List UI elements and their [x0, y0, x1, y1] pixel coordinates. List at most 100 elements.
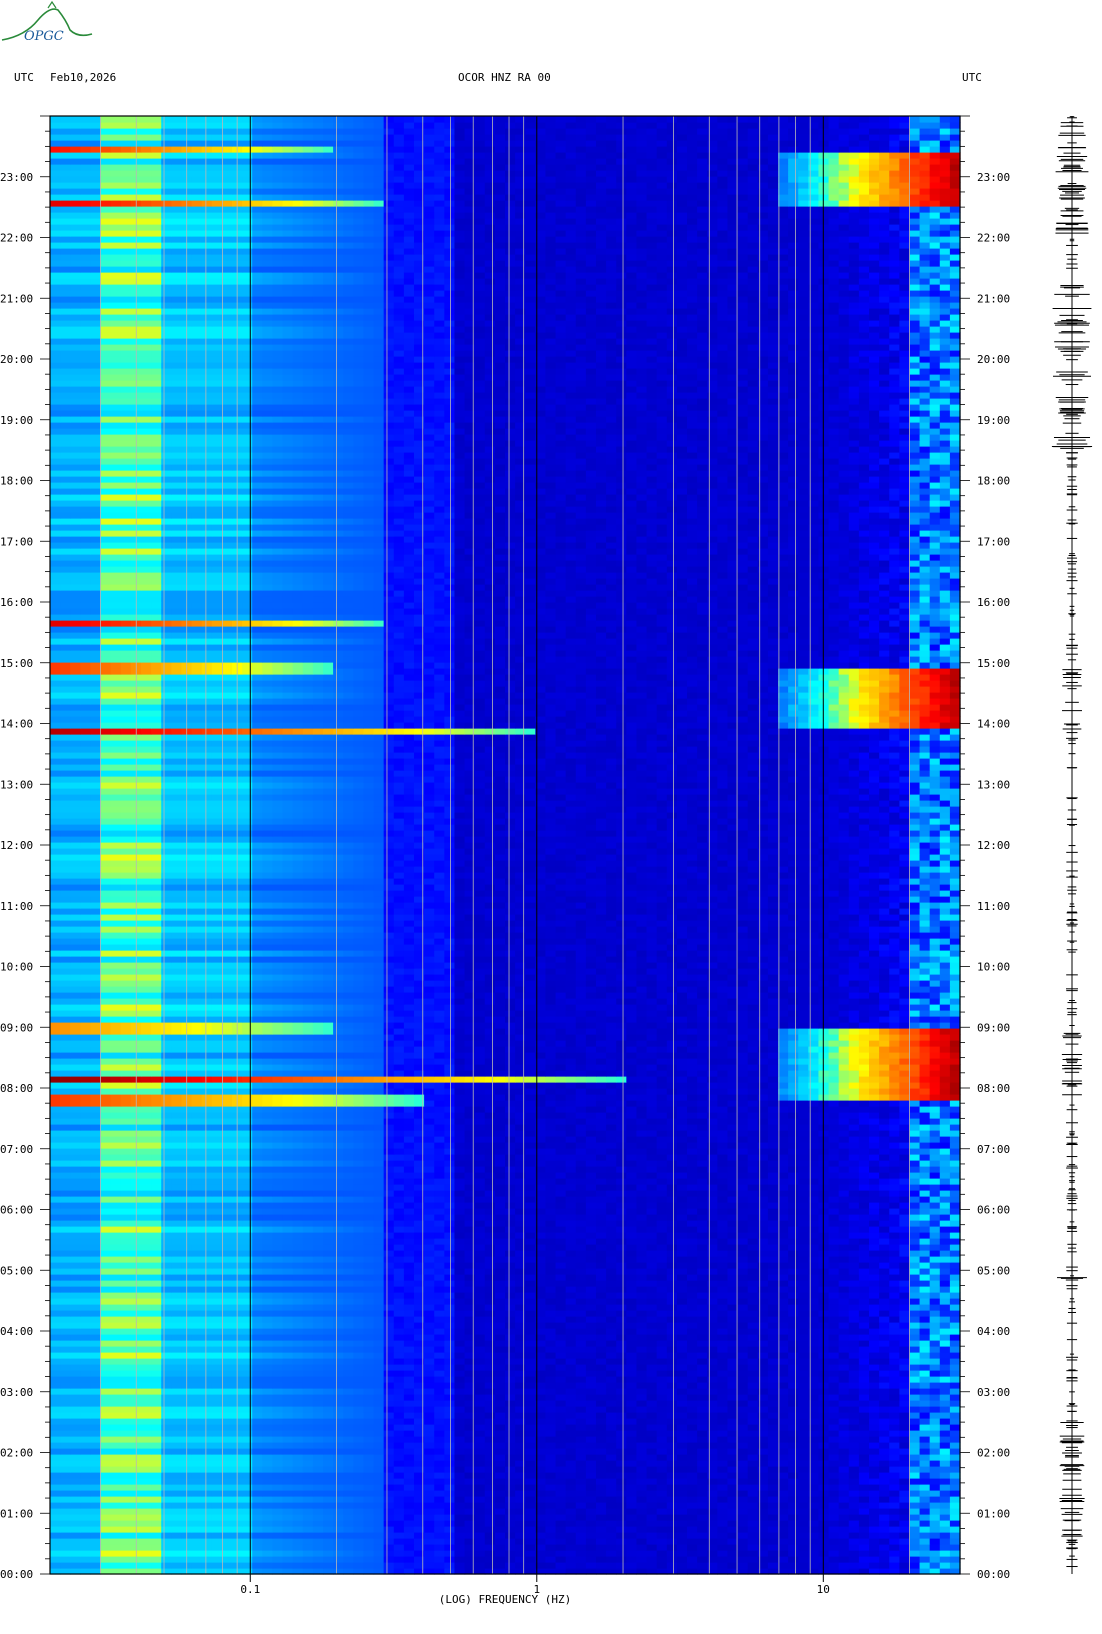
heatmap-cell: [535, 1340, 547, 1347]
heatmap-cell: [161, 1262, 172, 1269]
heatmap-cell: [444, 1328, 456, 1335]
heatmap-cell: [454, 1268, 466, 1275]
heatmap-cell: [141, 1538, 152, 1545]
heatmap-cell: [565, 1388, 577, 1395]
heatmap-cell: [282, 1472, 294, 1479]
heatmap-cell: [889, 1250, 900, 1257]
heatmap-cell: [353, 1394, 365, 1401]
heatmap-cell: [717, 1364, 729, 1371]
heatmap-cell: [646, 1556, 658, 1563]
heatmap-cell: [636, 1424, 648, 1431]
heatmap-cell: [737, 1454, 749, 1461]
heatmap-cell: [363, 1436, 375, 1443]
heatmap-cell: [828, 1400, 840, 1407]
heatmap-cell: [676, 1532, 688, 1539]
heatmap-cell: [60, 1514, 71, 1521]
heatmap-cell: [909, 1310, 921, 1317]
heatmap-cell: [323, 1346, 334, 1353]
heatmap-cell: [484, 1508, 496, 1515]
heatmap-cell: [879, 1508, 890, 1515]
heatmap-cell: [151, 1550, 162, 1557]
heatmap-cell: [120, 1490, 132, 1497]
heatmap-cell: [70, 1304, 81, 1311]
heatmap-cell: [494, 1442, 506, 1449]
heatmap-cell: [646, 1520, 658, 1527]
heatmap-cell: [120, 1484, 132, 1491]
heatmap-cell: [161, 1496, 172, 1503]
heatmap-cell: [778, 1244, 789, 1251]
heatmap-cell: [737, 1394, 749, 1401]
heatmap-cell: [949, 1310, 961, 1317]
heatmap-cell: [626, 1496, 638, 1503]
heatmap-cell: [353, 1334, 365, 1341]
heatmap-cell: [151, 1418, 162, 1425]
heatmap-cell: [110, 1370, 122, 1377]
heatmap-cell: [373, 1274, 385, 1281]
heatmap-cell: [656, 1520, 668, 1527]
heatmap-cell: [424, 1418, 435, 1425]
heatmap-cell: [889, 1388, 900, 1395]
heatmap-cell: [171, 1562, 183, 1569]
heatmap-cell: [515, 1370, 526, 1377]
heatmap-cell: [949, 1394, 961, 1401]
heatmap-cell: [929, 1502, 941, 1509]
heatmap-cell: [211, 1460, 223, 1467]
heatmap-cell: [474, 1418, 486, 1425]
heatmap-cell: [221, 1466, 233, 1473]
heatmap-cell: [889, 1244, 900, 1251]
heatmap-cell: [899, 1328, 911, 1335]
heatmap-cell: [141, 1244, 152, 1251]
heatmap-cell: [838, 1388, 850, 1395]
heatmap-cell: [383, 1304, 395, 1311]
heatmap-cell: [606, 1316, 617, 1323]
heatmap-cell: [110, 1250, 122, 1257]
heatmap-cell: [525, 1460, 536, 1467]
heatmap-cell: [767, 1424, 779, 1431]
heatmap-cell: [575, 1568, 587, 1575]
heatmap-cell: [110, 1478, 122, 1485]
heatmap-cell: [687, 1454, 698, 1461]
heatmap-cell: [535, 1412, 547, 1419]
heatmap-cell: [353, 1496, 365, 1503]
heatmap-cell: [242, 1370, 253, 1377]
heatmap-cell: [312, 1406, 324, 1413]
heatmap-cell: [393, 1544, 405, 1551]
heatmap-cell: [545, 1352, 557, 1359]
heatmap-cell: [444, 1448, 456, 1455]
heatmap-cell: [383, 1346, 395, 1353]
heatmap-cell: [687, 1412, 698, 1419]
heatmap-cell: [484, 1388, 496, 1395]
heatmap-cell: [292, 1238, 304, 1245]
heatmap-cell: [393, 1454, 405, 1461]
heatmap-cell: [70, 1460, 81, 1467]
heatmap-cell: [687, 1424, 698, 1431]
heatmap-cell: [798, 1430, 809, 1437]
heatmap-cell: [505, 1556, 516, 1563]
heatmap-cell: [505, 1316, 516, 1323]
heatmap-cell: [60, 1442, 71, 1449]
heatmap-cell: [778, 1472, 789, 1479]
heatmap-cell: [424, 1304, 435, 1311]
heatmap-cell: [697, 1538, 708, 1545]
heatmap-cell: [828, 1526, 840, 1533]
heatmap-cell: [474, 1502, 486, 1509]
heatmap-cell: [707, 1316, 718, 1323]
heatmap-cell: [353, 1238, 365, 1245]
heatmap-cell: [575, 1412, 587, 1419]
heatmap-cell: [171, 1250, 183, 1257]
heatmap-cell: [70, 1352, 81, 1359]
heatmap-cell: [747, 1424, 759, 1431]
heatmap-cell: [737, 1526, 749, 1533]
heatmap-cell: [110, 1544, 122, 1551]
heatmap-cell: [909, 1400, 921, 1407]
heatmap-cell: [575, 1526, 587, 1533]
heatmap-cell: [767, 1562, 779, 1569]
heatmap-cell: [323, 1556, 334, 1563]
heatmap-cell: [596, 1244, 607, 1251]
heatmap-cell: [434, 1514, 445, 1521]
heatmap-cell: [90, 1478, 102, 1485]
heatmap-cell: [343, 1460, 354, 1467]
heatmap-cell: [646, 1250, 658, 1257]
heatmap-cell: [717, 1508, 729, 1515]
heatmap-cell: [545, 1460, 557, 1467]
